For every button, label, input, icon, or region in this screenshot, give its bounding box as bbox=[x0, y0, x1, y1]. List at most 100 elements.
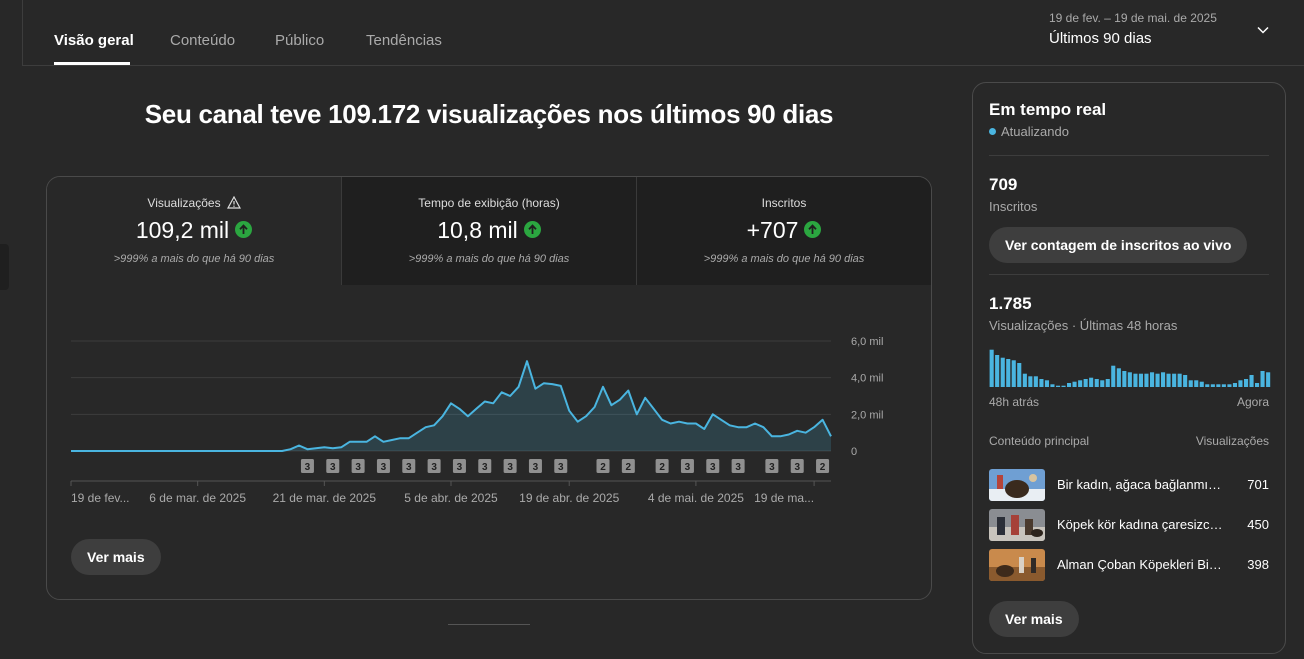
realtime-bar[interactable] bbox=[1127, 372, 1132, 387]
realtime-bar[interactable] bbox=[1011, 360, 1016, 387]
chart-annotation-marker[interactable]: 3 bbox=[706, 459, 720, 473]
metric-value: 109,2 mil bbox=[135, 217, 230, 243]
see-more-button[interactable]: Ver mais bbox=[71, 539, 161, 575]
realtime-bar[interactable] bbox=[1232, 383, 1237, 387]
realtime-bar[interactable] bbox=[1044, 380, 1049, 387]
realtime-bar[interactable] bbox=[1166, 373, 1171, 387]
chart-annotation-marker[interactable]: 2 bbox=[655, 459, 669, 473]
realtime-bar[interactable] bbox=[1083, 379, 1088, 387]
realtime-bar[interactable] bbox=[1216, 384, 1221, 387]
realtime-bar[interactable] bbox=[1138, 373, 1143, 387]
realtime-bar[interactable] bbox=[1188, 380, 1193, 387]
realtime-bar[interactable] bbox=[1028, 376, 1033, 387]
tab-audience[interactable]: Público bbox=[275, 32, 325, 49]
realtime-bar[interactable] bbox=[1227, 384, 1232, 387]
chart-annotation-marker[interactable]: 2 bbox=[596, 459, 610, 473]
realtime-bar-chart[interactable] bbox=[989, 347, 1271, 387]
tab-content[interactable]: Conteúdo bbox=[170, 32, 236, 49]
svg-text:3: 3 bbox=[406, 462, 412, 473]
realtime-bar[interactable] bbox=[1061, 385, 1066, 387]
realtime-bar[interactable] bbox=[1078, 380, 1083, 387]
metric-watch-time[interactable]: Tempo de exibição (horas) 10,8 mil >999%… bbox=[342, 177, 637, 285]
top-content-item[interactable]: Bir kadın, ağaca bağlanmış… 701 bbox=[989, 469, 1269, 501]
chart-annotation-marker[interactable]: 3 bbox=[427, 459, 441, 473]
realtime-bar[interactable] bbox=[1183, 375, 1188, 387]
video-thumbnail bbox=[989, 509, 1045, 541]
realtime-bar[interactable] bbox=[1111, 365, 1116, 387]
metric-label: Inscritos bbox=[761, 196, 807, 210]
realtime-bar[interactable] bbox=[1116, 368, 1121, 387]
tab-trends[interactable]: Tendências bbox=[366, 32, 442, 49]
date-range-label[interactable]: Últimos 90 dias bbox=[1049, 30, 1152, 47]
realtime-bar[interactable] bbox=[1000, 357, 1005, 387]
metric-subscribers[interactable]: Inscritos +707 >999% a mais do que há 90… bbox=[637, 177, 931, 285]
realtime-bar[interactable] bbox=[1255, 383, 1260, 387]
realtime-bar[interactable] bbox=[1221, 384, 1226, 387]
realtime-bar[interactable] bbox=[1067, 383, 1072, 387]
metric-value: +707 bbox=[746, 217, 799, 243]
chart-annotation-marker[interactable]: 3 bbox=[765, 459, 779, 473]
realtime-bar[interactable] bbox=[1022, 373, 1027, 387]
realtime-bar[interactable] bbox=[1172, 373, 1177, 387]
realtime-bar[interactable] bbox=[1105, 379, 1110, 387]
chart-annotation-marker[interactable]: 3 bbox=[326, 459, 340, 473]
realtime-bar[interactable] bbox=[1072, 381, 1077, 387]
realtime-bar[interactable] bbox=[1039, 379, 1044, 387]
realtime-bar[interactable] bbox=[1122, 371, 1127, 387]
video-thumbnail bbox=[989, 549, 1045, 581]
realtime-bar[interactable] bbox=[1094, 379, 1099, 387]
realtime-see-more-button[interactable]: Ver mais bbox=[989, 601, 1079, 637]
realtime-bar[interactable] bbox=[1205, 384, 1210, 387]
chart-annotation-marker[interactable]: 3 bbox=[503, 459, 517, 473]
chart-annotation-marker[interactable]: 3 bbox=[731, 459, 745, 473]
date-range-dates[interactable]: 19 de fev. – 19 de mai. de 2025 bbox=[1049, 11, 1217, 25]
realtime-bar[interactable] bbox=[1144, 373, 1149, 387]
realtime-bar[interactable] bbox=[995, 355, 1000, 387]
realtime-bar[interactable] bbox=[1089, 377, 1094, 387]
realtime-bar[interactable] bbox=[1033, 376, 1038, 387]
chart-annotation-marker[interactable]: 3 bbox=[351, 459, 365, 473]
top-content-item[interactable]: Alman Çoban Köpekleri Bir … 398 bbox=[989, 549, 1269, 581]
realtime-bar[interactable] bbox=[1161, 372, 1166, 387]
warning-icon[interactable] bbox=[226, 196, 241, 209]
chart-annotation-marker[interactable]: 3 bbox=[528, 459, 542, 473]
realtime-bar[interactable] bbox=[1017, 363, 1022, 387]
realtime-bar[interactable] bbox=[1249, 375, 1254, 387]
views-chart[interactable]: 3 3 3 3 3 3 3 3 3 3 3 2 2 2 3 3 3 3 3 2 0 2,0 mil 4,0 mil 6,0 … bbox=[47, 285, 931, 505]
chart-annotation-marker[interactable]: 3 bbox=[790, 459, 804, 473]
realtime-bar[interactable] bbox=[1238, 380, 1243, 387]
divider bbox=[989, 155, 1269, 156]
realtime-bar[interactable] bbox=[1266, 372, 1271, 387]
realtime-bar[interactable] bbox=[1194, 380, 1199, 387]
realtime-bar[interactable] bbox=[1056, 385, 1061, 387]
chart-annotation-marker[interactable]: 3 bbox=[680, 459, 694, 473]
chevron-down-icon[interactable] bbox=[1255, 22, 1271, 38]
chart-annotation-marker[interactable]: 3 bbox=[402, 459, 416, 473]
realtime-bar[interactable] bbox=[1050, 384, 1055, 387]
realtime-bar[interactable] bbox=[1177, 373, 1182, 387]
realtime-bar[interactable] bbox=[1199, 381, 1204, 387]
top-content-item[interactable]: Köpek kör kadına çaresizc… 450 bbox=[989, 509, 1269, 541]
realtime-bar[interactable] bbox=[1244, 379, 1249, 387]
realtime-bar[interactable] bbox=[989, 349, 994, 387]
chart-annotation-marker[interactable]: 2 bbox=[621, 459, 635, 473]
chart-annotation-marker[interactable]: 2 bbox=[816, 459, 830, 473]
chart-annotation-marker[interactable]: 3 bbox=[452, 459, 466, 473]
chart-annotation-marker[interactable]: 3 bbox=[554, 459, 568, 473]
collapsed-side-handle[interactable] bbox=[0, 244, 9, 290]
realtime-bar[interactable] bbox=[1133, 373, 1138, 387]
realtime-bar[interactable] bbox=[1155, 373, 1160, 387]
realtime-bar[interactable] bbox=[1260, 371, 1265, 387]
realtime-bar[interactable] bbox=[1006, 359, 1011, 387]
chart-annotation-marker[interactable]: 3 bbox=[376, 459, 390, 473]
chart-annotation-marker[interactable]: 3 bbox=[478, 459, 492, 473]
realtime-bar[interactable] bbox=[1100, 380, 1105, 387]
tab-overview[interactable]: Visão geral bbox=[54, 32, 134, 49]
realtime-bar[interactable] bbox=[1210, 384, 1215, 387]
metric-views[interactable]: Visualizações 109,2 mil >999% a mais do … bbox=[47, 177, 342, 285]
realtime-title: Em tempo real bbox=[989, 100, 1107, 119]
chart-annotation-marker[interactable]: 3 bbox=[300, 459, 314, 473]
realtime-bar[interactable] bbox=[1150, 372, 1155, 387]
realtime-card: Em tempo real Atualizando 709 Inscritos … bbox=[972, 82, 1286, 654]
live-subscriber-count-button[interactable]: Ver contagem de inscritos ao vivo bbox=[989, 227, 1248, 263]
